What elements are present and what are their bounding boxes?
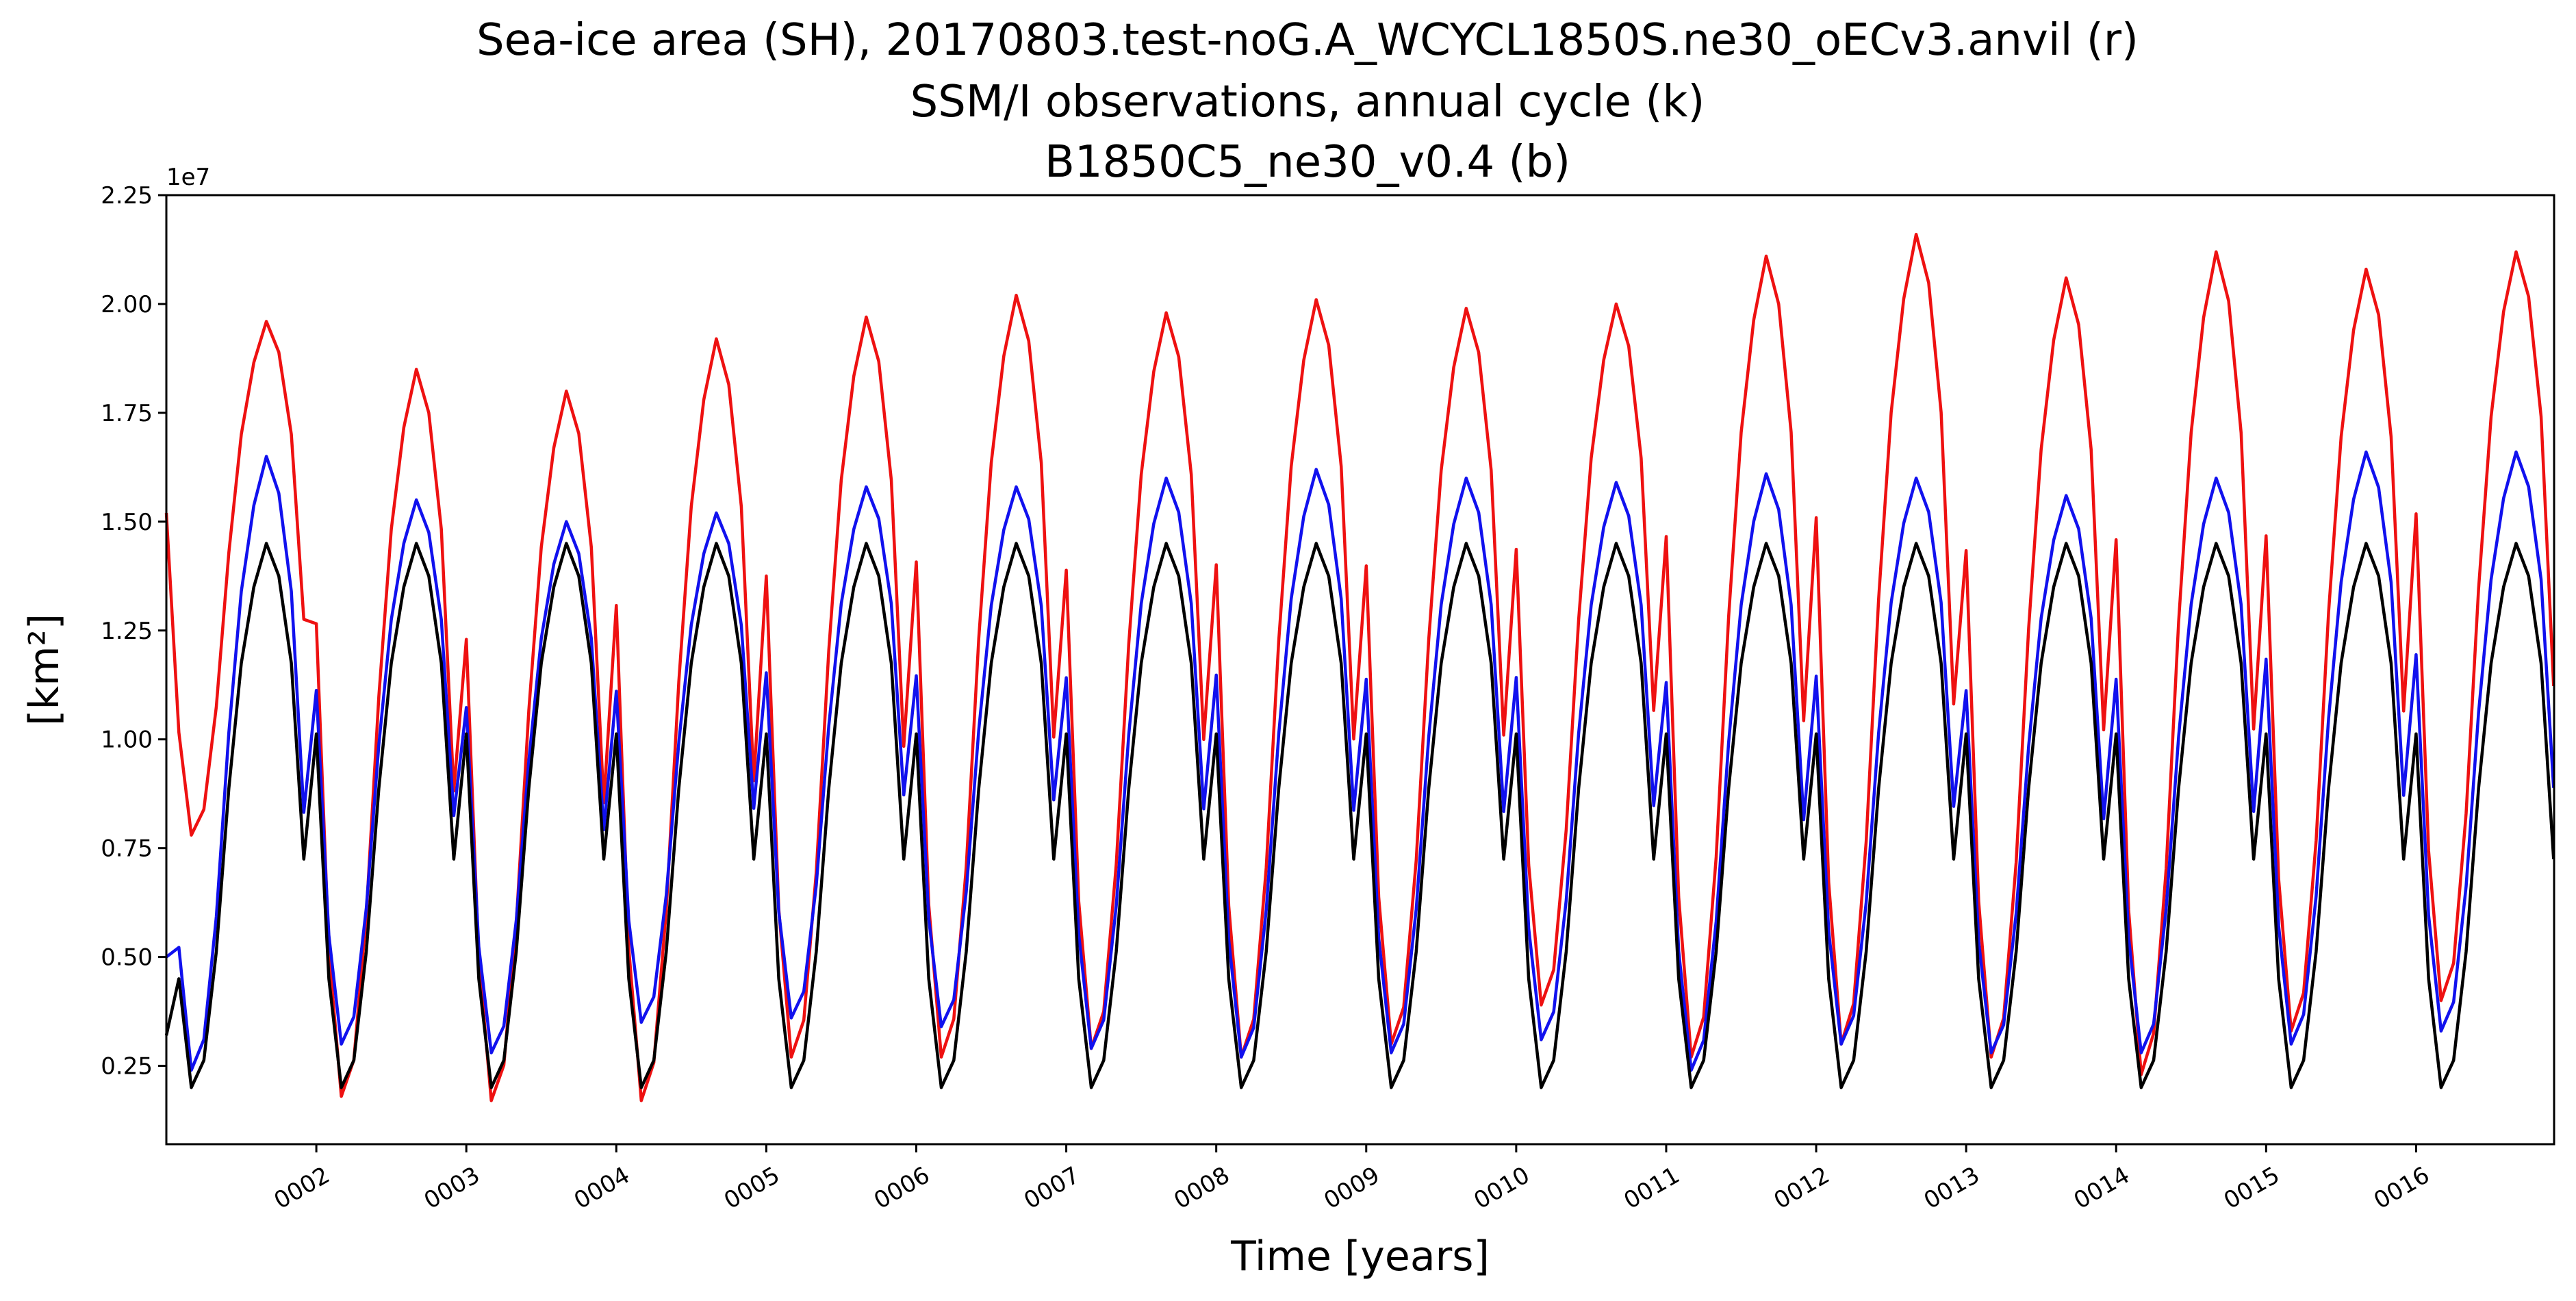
- series-line-0: [164, 232, 2555, 1102]
- x-tick-label: 0005: [719, 1161, 785, 1215]
- series-line-1: [165, 450, 2555, 1072]
- x-tick-label: 0003: [420, 1161, 485, 1215]
- y-tick-label: 0.25: [101, 1053, 153, 1081]
- y-tick-label: 1.50: [101, 509, 153, 536]
- x-tick-label: 0010: [1469, 1161, 1534, 1215]
- y-tick-label: 0.50: [101, 944, 153, 972]
- title-line-2: SSM/I observations, annual cycle (k): [910, 77, 1705, 127]
- x-tick-label: 0014: [2069, 1161, 2134, 1215]
- y-axis-ticks: 0.25 0.50 0.75 1.00 1.25 1.50 1.75 2.00 2.25: [101, 182, 166, 1081]
- plot-frame: [165, 194, 2555, 1146]
- y-tick-label: 1.00: [101, 727, 153, 754]
- x-axis-label: Time [years]: [1230, 1233, 1490, 1280]
- title-line-1: Sea-ice area (SH), 20170803.test-noG.A_W…: [476, 15, 2139, 66]
- x-tick-label: 0015: [2219, 1161, 2284, 1215]
- y-offset-text: 1e7: [166, 164, 210, 191]
- x-tick-label: 0004: [570, 1161, 635, 1215]
- x-tick-label: 0012: [1770, 1161, 1835, 1215]
- y-tick-label: 0.75: [101, 835, 153, 863]
- x-axis-ticks: 0002 0003 0004 0005 0006 0007 0008 0009 0010 0011…: [270, 1144, 2434, 1215]
- x-tick-label: 0002: [270, 1161, 335, 1215]
- x-tick-label: 0006: [869, 1161, 934, 1215]
- y-tick-label: 1.25: [101, 618, 153, 645]
- y-axis-label: [km²]: [21, 614, 68, 726]
- y-tick-label: 2.00: [101, 291, 153, 318]
- x-tick-label: 0009: [1319, 1161, 1384, 1215]
- x-tick-label: 0011: [1620, 1161, 1685, 1215]
- series-layer: [164, 232, 2555, 1102]
- x-tick-label: 0016: [2369, 1161, 2434, 1215]
- title-line-3: B1850C5_ne30_v0.4 (b): [1045, 137, 1570, 188]
- y-tick-label: 1.75: [101, 400, 153, 427]
- x-tick-label: 0008: [1169, 1161, 1234, 1215]
- x-tick-label: 0007: [1019, 1161, 1084, 1215]
- x-tick-label: 0013: [1920, 1161, 1985, 1215]
- series-line-2: [164, 542, 2555, 1089]
- y-tick-label: 2.25: [101, 182, 153, 210]
